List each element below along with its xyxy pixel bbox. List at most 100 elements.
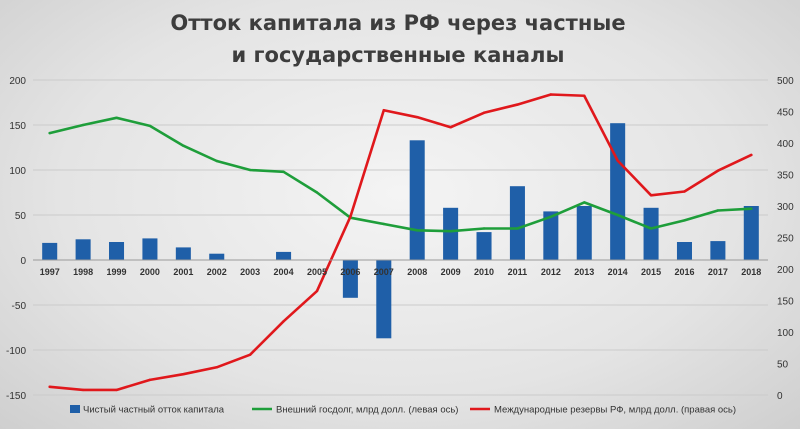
series-point (750, 207, 753, 210)
x-tick-label: 2002 (207, 267, 227, 277)
right-axis-tick-label: 0 (777, 391, 783, 402)
x-tick-label: 2017 (708, 267, 728, 277)
series-point (583, 201, 586, 204)
line-series (48, 93, 753, 392)
series-point (516, 227, 519, 230)
bar (509, 186, 525, 260)
series-point (382, 109, 385, 112)
series-point (516, 103, 519, 106)
series-point (315, 191, 319, 194)
bar (543, 211, 559, 260)
legend-label: Внешний госдолг, млрд долл. (левая ось) (276, 405, 458, 416)
series-point (549, 215, 553, 218)
series-point (282, 320, 285, 323)
series-point (683, 190, 686, 193)
series-point (750, 153, 753, 157)
right-axis-tick-label: 400 (777, 139, 794, 150)
x-tick-label: 2006 (340, 267, 360, 277)
bar (409, 140, 425, 260)
series-point (215, 159, 218, 163)
series-point (649, 194, 653, 197)
bar (109, 242, 125, 260)
legend-label: Чистый частный отток капитала (83, 405, 225, 416)
x-tick-label: 2007 (374, 267, 394, 277)
series-point (148, 124, 152, 128)
x-tick-label: 2001 (173, 267, 193, 277)
x-tick-label: 2011 (508, 267, 528, 277)
x-tick-label: 2015 (641, 267, 661, 277)
x-tick-label: 2004 (274, 267, 294, 277)
bar (443, 207, 459, 260)
series-point (549, 93, 553, 96)
series-point (182, 373, 185, 376)
series-point (382, 222, 385, 226)
series-line (48, 116, 753, 233)
series-point (649, 227, 653, 230)
bar (142, 238, 158, 260)
axes: -150-100-5005010015020005010015020025030… (6, 76, 794, 402)
series-point (583, 94, 586, 97)
series-line (48, 93, 753, 392)
chart-title-line-2: и государственные каналы (232, 43, 565, 67)
bar (42, 242, 58, 260)
bar-series (42, 123, 759, 339)
series-point (482, 227, 486, 230)
right-axis-tick-label: 450 (777, 108, 794, 119)
series-point (81, 123, 85, 127)
left-axis-tick-label: 200 (9, 76, 26, 87)
x-tick-label: 1998 (73, 267, 93, 277)
x-tick-label: 2008 (407, 267, 427, 277)
left-axis-tick-label: -50 (12, 301, 27, 312)
series-point (683, 219, 686, 222)
series-point (482, 111, 486, 114)
left-axis-tick-label: 0 (20, 256, 26, 267)
right-axis-tick-label: 200 (777, 265, 794, 276)
series-point (215, 366, 218, 369)
series-point (315, 289, 319, 293)
left-axis-tick-label: -100 (6, 346, 26, 357)
bar (376, 260, 392, 339)
chart-title-line-1: Отток капитала из РФ через частные (170, 11, 625, 35)
series-point (349, 215, 352, 218)
right-axis-tick-label: 250 (777, 234, 794, 245)
series-point (182, 144, 185, 147)
series-point (148, 378, 152, 382)
series-point (616, 159, 619, 162)
bar (643, 207, 659, 260)
x-tick-label: 2009 (441, 267, 461, 277)
series-point (48, 385, 51, 389)
x-tick-label: 1999 (107, 267, 127, 277)
right-axis-tick-label: 50 (777, 360, 789, 371)
series-point (48, 131, 51, 135)
x-tick-label: 2014 (608, 267, 628, 277)
bar (175, 247, 191, 260)
series-point (416, 229, 419, 232)
series-point (716, 169, 720, 172)
series-point (248, 353, 252, 356)
x-tick-label: 2016 (674, 267, 694, 277)
legend-label: Международные резервы РФ, млрд долл. (пр… (494, 405, 736, 416)
right-axis-tick-label: 350 (777, 171, 794, 182)
bar (476, 232, 492, 260)
right-axis-tick-label: 150 (777, 297, 794, 308)
bar (209, 253, 225, 260)
x-tick-label: 2018 (741, 267, 761, 277)
series-point (416, 115, 419, 119)
right-axis-tick-label: 100 (777, 328, 794, 339)
series-point (115, 116, 118, 120)
series-point (282, 170, 285, 173)
bar (676, 242, 692, 260)
x-tick-label: 1997 (40, 267, 60, 277)
x-tick-label: 2005 (307, 267, 327, 277)
x-tick-label: 2010 (474, 267, 494, 277)
bar (610, 123, 626, 260)
x-tick-label: 2003 (240, 267, 260, 277)
bar (710, 241, 726, 260)
bar (743, 206, 759, 260)
right-axis-tick-label: 300 (777, 202, 794, 213)
x-tick-label: 2000 (140, 267, 160, 277)
series-point (449, 230, 452, 233)
legend: Чистый частный отток капитала Внешний гос… (70, 405, 736, 416)
